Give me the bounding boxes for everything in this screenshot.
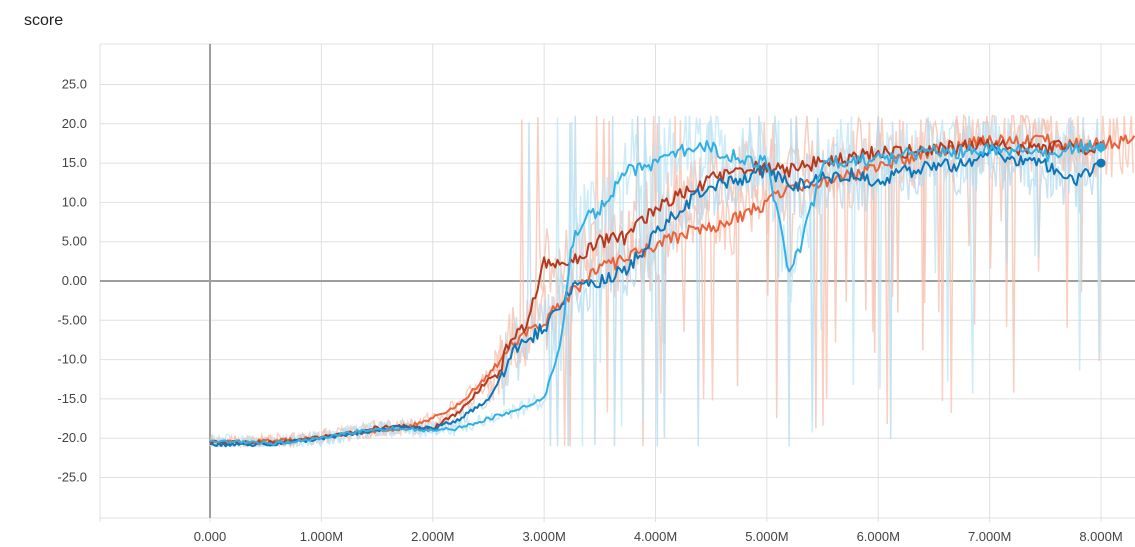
y-tick-label: -10.0 xyxy=(57,352,87,367)
raw-series-line xyxy=(209,115,1102,449)
x-tick-label: 0.000 xyxy=(194,529,227,544)
x-tick-label: 5.000M xyxy=(745,529,788,544)
y-tick-label: 0.00 xyxy=(62,273,87,288)
y-tick-label: -5.00 xyxy=(57,312,87,327)
series-endpoint-marker[interactable] xyxy=(1096,158,1106,168)
y-tick-label: -25.0 xyxy=(57,470,87,485)
y-tick-label: 25.0 xyxy=(62,77,87,92)
x-tick-label: 2.000M xyxy=(411,529,454,544)
x-tick-label: 7.000M xyxy=(968,529,1011,544)
series-layer xyxy=(209,133,1135,448)
y-tick-label: 10.0 xyxy=(62,194,87,209)
x-tick-label: 6.000M xyxy=(857,529,900,544)
x-tick-label: 3.000M xyxy=(522,529,565,544)
series-line[interactable] xyxy=(209,133,1135,445)
x-tick-label: 1.000M xyxy=(300,529,343,544)
x-tick-label: 8.000M xyxy=(1079,529,1122,544)
y-tick-label: 20.0 xyxy=(62,116,87,131)
series-endpoint-marker[interactable] xyxy=(1096,142,1106,152)
y-tick-label: -15.0 xyxy=(57,391,87,406)
endpoint-markers xyxy=(1096,142,1106,168)
y-tick-label: 5.00 xyxy=(62,234,87,249)
series-line[interactable] xyxy=(209,139,1102,446)
tick-labels: 25.0 20.0 15.0 10.0 5.00 0.00 -5.00 -10.0 -15.0 -… xyxy=(57,77,1122,545)
y-tick-label: -20.0 xyxy=(57,430,87,445)
chart-title: score xyxy=(24,12,64,29)
x-tick-label: 4.000M xyxy=(634,529,677,544)
y-tick-label: 15.0 xyxy=(62,155,87,170)
